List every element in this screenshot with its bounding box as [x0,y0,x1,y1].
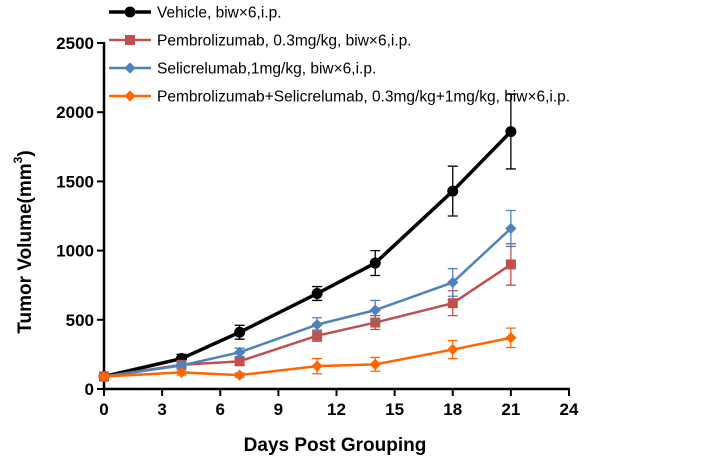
data-point [234,346,246,358]
data-point [505,332,517,344]
data-point [447,343,459,356]
data-point [447,276,459,289]
legend-item: Pembrolizumab+Selicrelumab, 0.3mg/kg+1mg… [109,89,570,106]
x-tick-label: 21 [501,400,520,419]
data-point [369,358,381,370]
legend-marker [124,6,136,18]
series-line [103,336,512,378]
legend-label: Vehicle, biw×6,i.p. [157,5,282,22]
y-axis-title: Tumor Volume(mm3) [11,150,36,333]
legend-item: Pembrolizumab, 0.3mg/kg, biw×6,i.p. [109,33,412,50]
x-tick-label: 18 [443,400,462,419]
x-tick-label: 0 [99,400,108,419]
data-point [311,360,323,372]
series-2 [99,243,516,382]
data-point [505,222,517,235]
x-axis-title: Days Post Grouping [244,435,427,456]
data-point [312,330,323,341]
data-point [234,369,246,381]
data-point [311,288,323,300]
legend-marker [125,35,135,45]
data-point [505,126,517,138]
legend-label: Pembrolizumab, 0.3mg/kg, biw×6,i.p. [157,33,412,50]
y-tick-label: 2500 [56,34,94,53]
y-tick-label: 0 [85,380,94,399]
data-point [369,257,381,269]
y-axis-title-close: ) [15,150,36,156]
y-tick-label: 1500 [56,172,94,191]
x-tick-label: 12 [327,400,346,419]
data-point [175,366,188,379]
series-4 [98,327,517,383]
y-axis-title-sup: 3 [11,156,25,163]
data-point [447,185,459,197]
legend: Vehicle, biw×6,i.p. Pembrolizumab, 0.3mg/… [109,5,570,106]
y-tick-label: 2000 [56,103,94,122]
y-axis-title-main: Tumor Volume(mm [15,163,36,333]
legend-marker [124,62,136,74]
data-point [447,298,458,309]
x-tick-label: 3 [157,400,166,419]
data-point [369,304,381,316]
data-point [370,317,381,328]
x-tick-label: 24 [560,400,579,419]
legend-marker [124,90,136,102]
series-3 [98,209,517,383]
axes: 0 3 6 9 12 15 18 21 24 0 500 1000 1500 2000 2500 [56,34,579,419]
y-tick-label: 1000 [56,242,94,261]
x-tick-label: 6 [216,400,225,419]
legend-label: Pembrolizumab+Selicrelumab, 0.3mg/kg+1mg… [157,89,570,106]
y-tick-label: 500 [66,311,94,330]
data-point [505,259,516,270]
x-tick-label: 15 [385,400,404,419]
data-point [98,370,110,383]
x-tick-label: 9 [274,400,283,419]
data-point [234,356,245,367]
legend-item: Vehicle, biw×6,i.p. [109,5,282,22]
legend-item: Selicrelumab,1mg/kg, biw×6,i.p. [109,61,376,78]
legend-label: Selicrelumab,1mg/kg, biw×6,i.p. [157,61,376,78]
data-point [311,319,323,331]
data-point [234,326,246,338]
data-point [175,359,188,372]
plot-area [98,93,517,383]
